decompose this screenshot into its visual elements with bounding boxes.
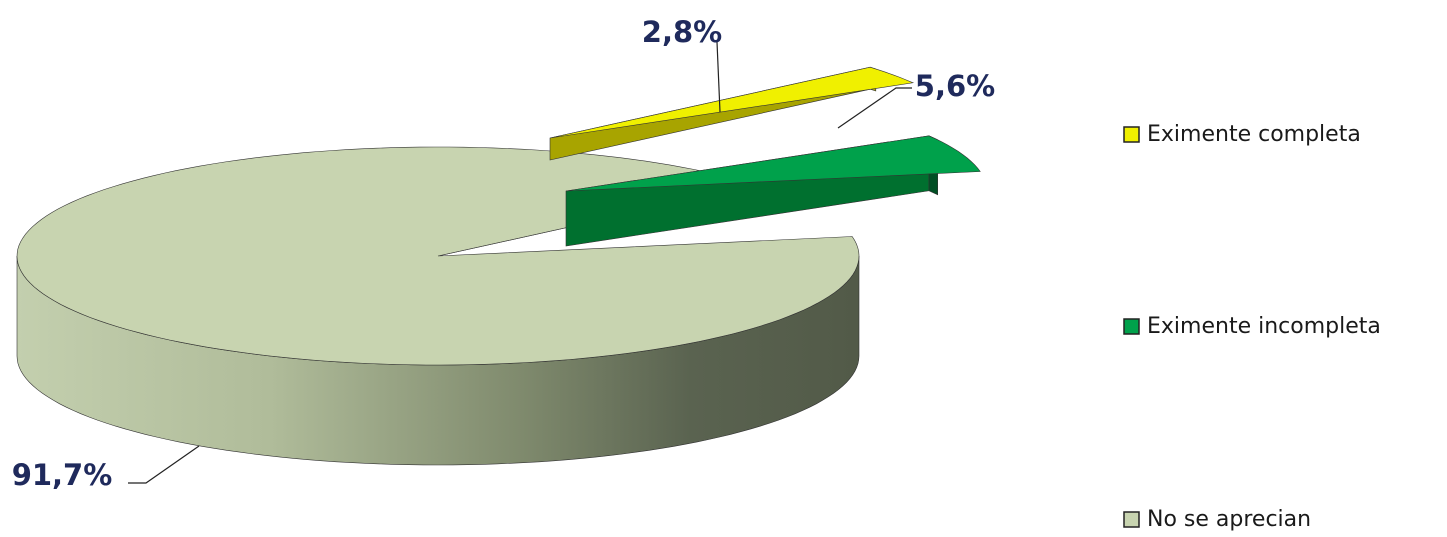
slice-top-0 xyxy=(549,66,915,139)
data-label-0: 2,8% xyxy=(642,15,722,49)
data-label-1: 5,6% xyxy=(915,69,995,103)
leader-line-1 xyxy=(837,87,912,129)
data-label-2: 91,7% xyxy=(12,458,113,492)
leader-line-2 xyxy=(128,445,200,484)
slice-eximente-incompleta xyxy=(565,135,981,247)
legend-label: Eximente completa xyxy=(1147,122,1361,147)
legend-swatch xyxy=(1123,126,1140,143)
data-labels: 2,8% 5,6% 91,7% xyxy=(12,15,996,492)
leader-line-0 xyxy=(716,41,721,113)
legend-item-0: Eximente completa xyxy=(1123,122,1361,147)
pie-slices xyxy=(16,66,981,466)
legend-label: Eximente incompleta xyxy=(1147,314,1381,339)
slice-eximente-completa xyxy=(549,66,915,161)
legend-swatch xyxy=(1123,511,1140,528)
slice-top-1 xyxy=(565,135,981,192)
legend-item-1: Eximente incompleta xyxy=(1123,314,1381,339)
legend-swatch xyxy=(1123,318,1140,335)
legend-label: No se aprecian xyxy=(1147,507,1311,532)
legend-item-2: No se aprecian xyxy=(1123,507,1311,532)
legend: Eximente completa Eximente incompleta No s… xyxy=(1123,122,1381,532)
